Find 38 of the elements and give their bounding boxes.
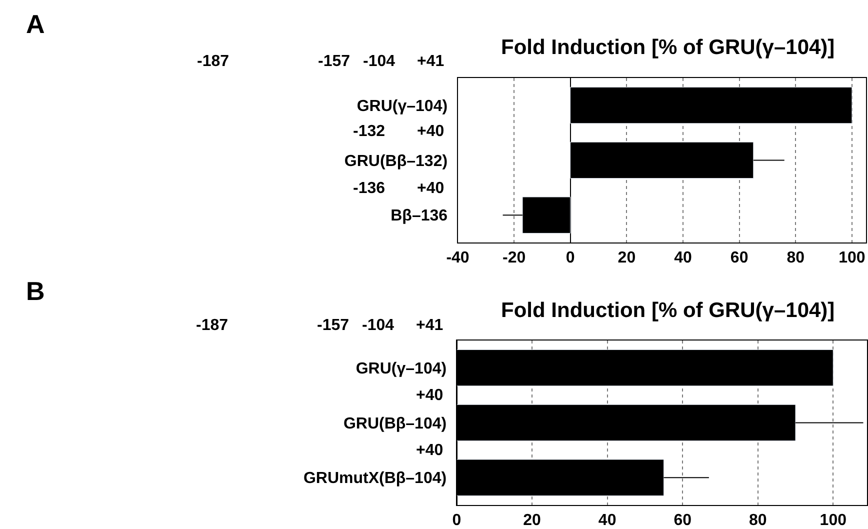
y-tick-label: Bβ–136 — [390, 208, 448, 225]
y-tick-label: GRUmutX(Bβ–104) — [303, 470, 447, 488]
text: +40 — [416, 442, 444, 459]
x-tick-label: -40 — [446, 250, 470, 267]
text: -136 — [353, 180, 386, 197]
text: B — [26, 276, 45, 306]
x-tick-label: 20 — [523, 512, 542, 529]
x-tick-label: 100 — [838, 250, 866, 267]
y-tick-label: GRU(Bβ–104) — [343, 415, 447, 432]
text: -132 — [353, 123, 386, 140]
text: +40 — [416, 387, 444, 404]
chart-title: Fold Induction [% of GRU(γ–104)] — [501, 299, 835, 322]
x-tick-label: 80 — [748, 512, 767, 529]
text: +40 — [417, 180, 444, 197]
x-tick-label: 40 — [674, 250, 692, 267]
text: -104 — [363, 53, 396, 70]
text: -187 — [197, 53, 230, 70]
y-tick-label: GRU(γ–104) — [356, 360, 447, 378]
x-tick-label: 0 — [452, 512, 462, 529]
text: -157 — [318, 53, 350, 70]
x-tick-label: -20 — [502, 250, 526, 267]
text: +41 — [416, 317, 444, 334]
x-tick-label: 40 — [598, 512, 616, 529]
text: +41 — [417, 53, 444, 70]
y-tick-label: GRU(γ–104) — [356, 98, 448, 115]
x-tick-label: 20 — [618, 250, 636, 267]
x-tick-label: 60 — [674, 512, 692, 529]
x-tick-label: 0 — [566, 250, 575, 267]
y-tick-label: GRU(Bβ–132) — [344, 152, 448, 170]
text: -104 — [362, 317, 394, 334]
chart-title: Fold Induction [% of GRU(γ–104)] — [501, 36, 835, 59]
text: A — [26, 9, 45, 39]
text: -157 — [317, 317, 350, 334]
text: +40 — [417, 123, 444, 140]
x-tick-label: 100 — [820, 512, 847, 529]
text: -187 — [196, 317, 228, 334]
x-tick-label: 60 — [730, 250, 748, 267]
x-tick-label: 80 — [786, 250, 805, 267]
